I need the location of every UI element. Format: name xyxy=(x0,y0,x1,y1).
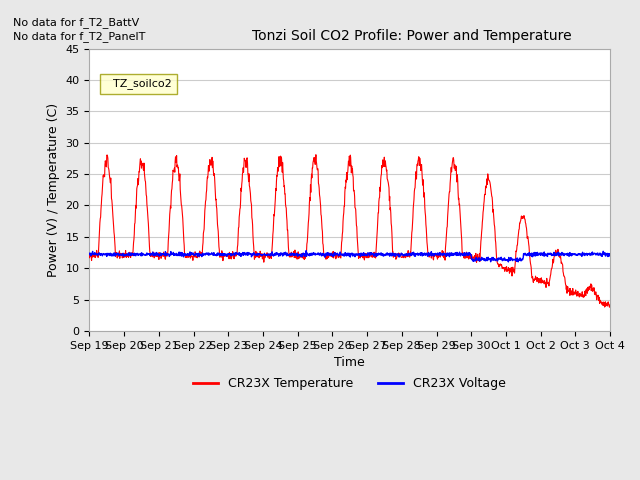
X-axis label: Time: Time xyxy=(334,356,365,369)
Y-axis label: Power (V) / Temperature (C): Power (V) / Temperature (C) xyxy=(47,103,60,277)
Text: No data for f_T2_PanelT: No data for f_T2_PanelT xyxy=(13,31,145,42)
Title: Tonzi Soil CO2 Profile: Power and Temperature: Tonzi Soil CO2 Profile: Power and Temper… xyxy=(252,29,572,43)
Text: No data for f_T2_BattV: No data for f_T2_BattV xyxy=(13,17,139,28)
Legend: CR23X Temperature, CR23X Voltage: CR23X Temperature, CR23X Voltage xyxy=(188,372,511,395)
